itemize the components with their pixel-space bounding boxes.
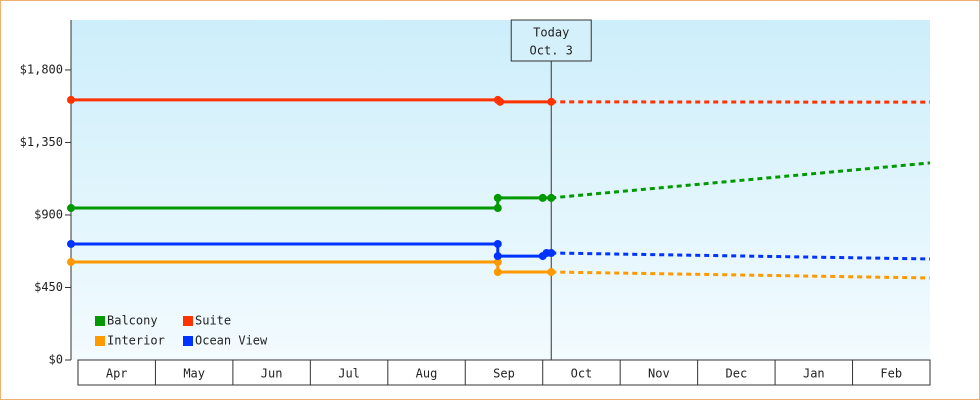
plot-background bbox=[71, 20, 930, 360]
point bbox=[493, 204, 502, 213]
point bbox=[493, 268, 502, 277]
y-tick-label: $900 bbox=[34, 207, 63, 221]
y-tick-label: $0 bbox=[49, 353, 63, 367]
point bbox=[496, 97, 505, 106]
x-axis-box bbox=[77, 359, 931, 386]
x-tick-label: Oct bbox=[571, 367, 593, 381]
x-tick-label: Feb bbox=[880, 367, 902, 381]
today-label: Oct. 3 bbox=[530, 44, 573, 58]
point bbox=[493, 252, 502, 261]
point bbox=[547, 97, 556, 106]
legend-swatch bbox=[95, 336, 105, 346]
x-tick-label: Apr bbox=[106, 367, 128, 381]
x-tick-label: Jan bbox=[803, 367, 825, 381]
point bbox=[67, 95, 75, 104]
legend-label: Interior bbox=[107, 334, 165, 348]
x-tick-label: Nov bbox=[648, 367, 670, 381]
point bbox=[538, 193, 547, 202]
today-label: Today bbox=[533, 26, 569, 40]
point bbox=[547, 193, 556, 202]
x-tick-label: Jun bbox=[261, 367, 283, 381]
point bbox=[547, 268, 556, 277]
point bbox=[493, 193, 502, 202]
legend-swatch bbox=[95, 316, 105, 326]
x-tick-label: Dec bbox=[726, 367, 748, 381]
x-tick-label: Aug bbox=[416, 367, 438, 381]
legend-label: Ocean View bbox=[195, 334, 268, 348]
point bbox=[547, 249, 556, 258]
point bbox=[493, 258, 502, 267]
point bbox=[67, 239, 75, 248]
today-box bbox=[510, 19, 592, 62]
point bbox=[67, 204, 75, 213]
x-tick-label: Sep bbox=[493, 367, 515, 381]
series-line bbox=[71, 260, 552, 274]
y-tick-label: $450 bbox=[34, 280, 63, 294]
legend-label: Suite bbox=[195, 314, 231, 328]
forecast-line bbox=[551, 270, 931, 280]
x-tick-label: May bbox=[183, 367, 205, 381]
legend-label: Balcony bbox=[107, 314, 158, 328]
forecast-line bbox=[551, 161, 931, 200]
y-tick-label: $1,350 bbox=[20, 135, 63, 149]
legend-swatch bbox=[183, 316, 193, 326]
y-tick-label: $1,800 bbox=[20, 62, 63, 76]
point bbox=[493, 239, 502, 248]
point bbox=[67, 258, 75, 267]
x-tick-label: Jul bbox=[338, 367, 360, 381]
forecast-line bbox=[551, 251, 931, 261]
legend-swatch bbox=[183, 336, 193, 346]
